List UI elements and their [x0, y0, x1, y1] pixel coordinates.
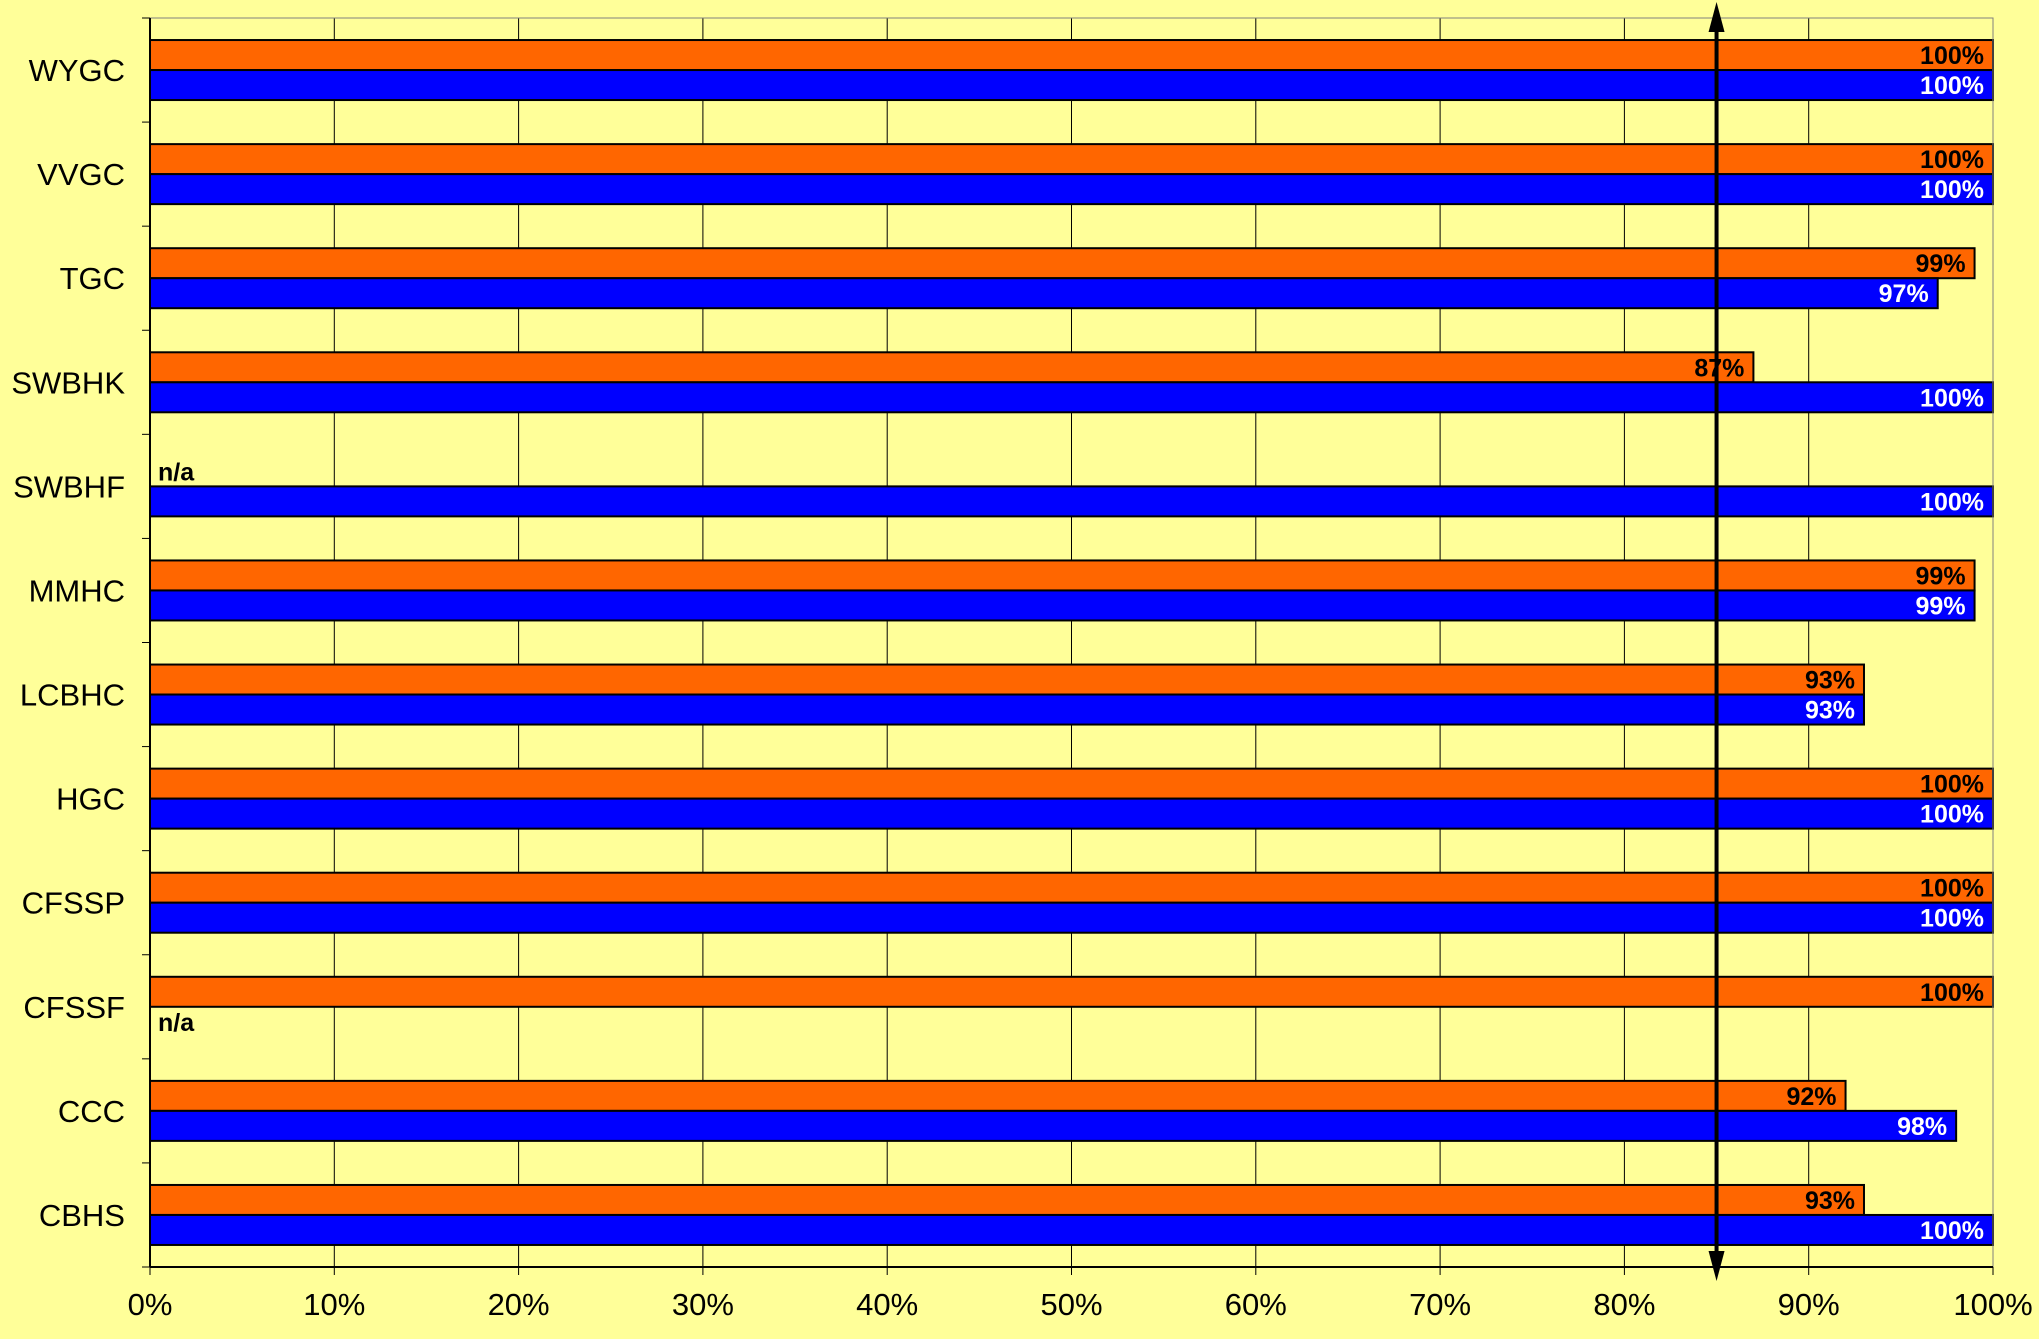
data-label: 99% — [1916, 592, 1966, 620]
reference-arrow-down — [1708, 1251, 1725, 1281]
data-label: 100% — [1920, 1217, 1984, 1245]
category-label: CFSSP — [22, 886, 125, 921]
data-label: 99% — [1916, 562, 1966, 590]
data-label: 98% — [1897, 1113, 1947, 1141]
data-label: 100% — [1920, 905, 1984, 933]
category-label: LCBHC — [20, 678, 125, 713]
data-label: 100% — [1920, 384, 1984, 412]
x-tick-label: 10% — [303, 1287, 365, 1322]
bar[interactable] — [149, 589, 1976, 622]
x-tick-label: 40% — [856, 1287, 918, 1322]
data-label: 99% — [1916, 250, 1966, 278]
data-label: 92% — [1787, 1083, 1837, 1111]
bar[interactable] — [149, 1183, 1865, 1216]
category-label: MMHC — [29, 573, 125, 608]
category-label: CBHS — [39, 1198, 125, 1233]
na-label: n/a — [158, 458, 195, 486]
data-label: 100% — [1920, 488, 1984, 516]
bar[interactable] — [149, 559, 1976, 592]
x-tick-label: 90% — [1778, 1287, 1840, 1322]
bar[interactable] — [149, 797, 1994, 830]
bar[interactable] — [149, 767, 1994, 800]
bar[interactable] — [149, 1109, 1958, 1142]
x-tick-label: 60% — [1225, 1287, 1287, 1322]
bar[interactable] — [149, 277, 1939, 310]
bar[interactable] — [149, 351, 1755, 384]
data-label: 100% — [1920, 979, 1984, 1007]
category-label: TGC — [60, 261, 125, 296]
data-label: 100% — [1920, 176, 1984, 204]
category-label: VVGC — [37, 157, 125, 192]
data-label: 100% — [1920, 875, 1984, 903]
data-label: 93% — [1805, 697, 1855, 725]
data-label: 100% — [1920, 771, 1984, 799]
data-label: 100% — [1920, 72, 1984, 100]
data-label: 93% — [1805, 1187, 1855, 1215]
bar[interactable] — [149, 663, 1865, 696]
na-label: n/a — [158, 1009, 195, 1037]
data-label: 100% — [1920, 801, 1984, 829]
bar[interactable] — [149, 247, 1976, 280]
x-tick-label: 50% — [1040, 1287, 1102, 1322]
x-tick-label: 20% — [488, 1287, 550, 1322]
category-label: HGC — [56, 782, 125, 817]
data-label: 100% — [1920, 42, 1984, 70]
x-tick-label: 0% — [128, 1287, 173, 1322]
category-label: SWBHF — [13, 469, 125, 504]
data-label: 97% — [1879, 280, 1929, 308]
data-label: 100% — [1920, 146, 1984, 174]
x-tick-label: 80% — [1593, 1287, 1655, 1322]
reference-arrow-up — [1708, 2, 1725, 32]
bar[interactable] — [149, 1079, 1847, 1112]
category-label: WYGC — [29, 53, 125, 88]
category-label: CCC — [58, 1094, 125, 1129]
data-label: 93% — [1805, 667, 1855, 695]
category-label: SWBHK — [11, 365, 125, 400]
category-label: CFSSF — [23, 990, 125, 1025]
bar[interactable] — [149, 693, 1865, 726]
data-label: 87% — [1694, 354, 1744, 382]
x-tick-label: 30% — [672, 1287, 734, 1322]
x-tick-label: 100% — [1953, 1287, 2032, 1322]
bar[interactable] — [149, 975, 1994, 1008]
x-tick-label: 70% — [1409, 1287, 1471, 1322]
